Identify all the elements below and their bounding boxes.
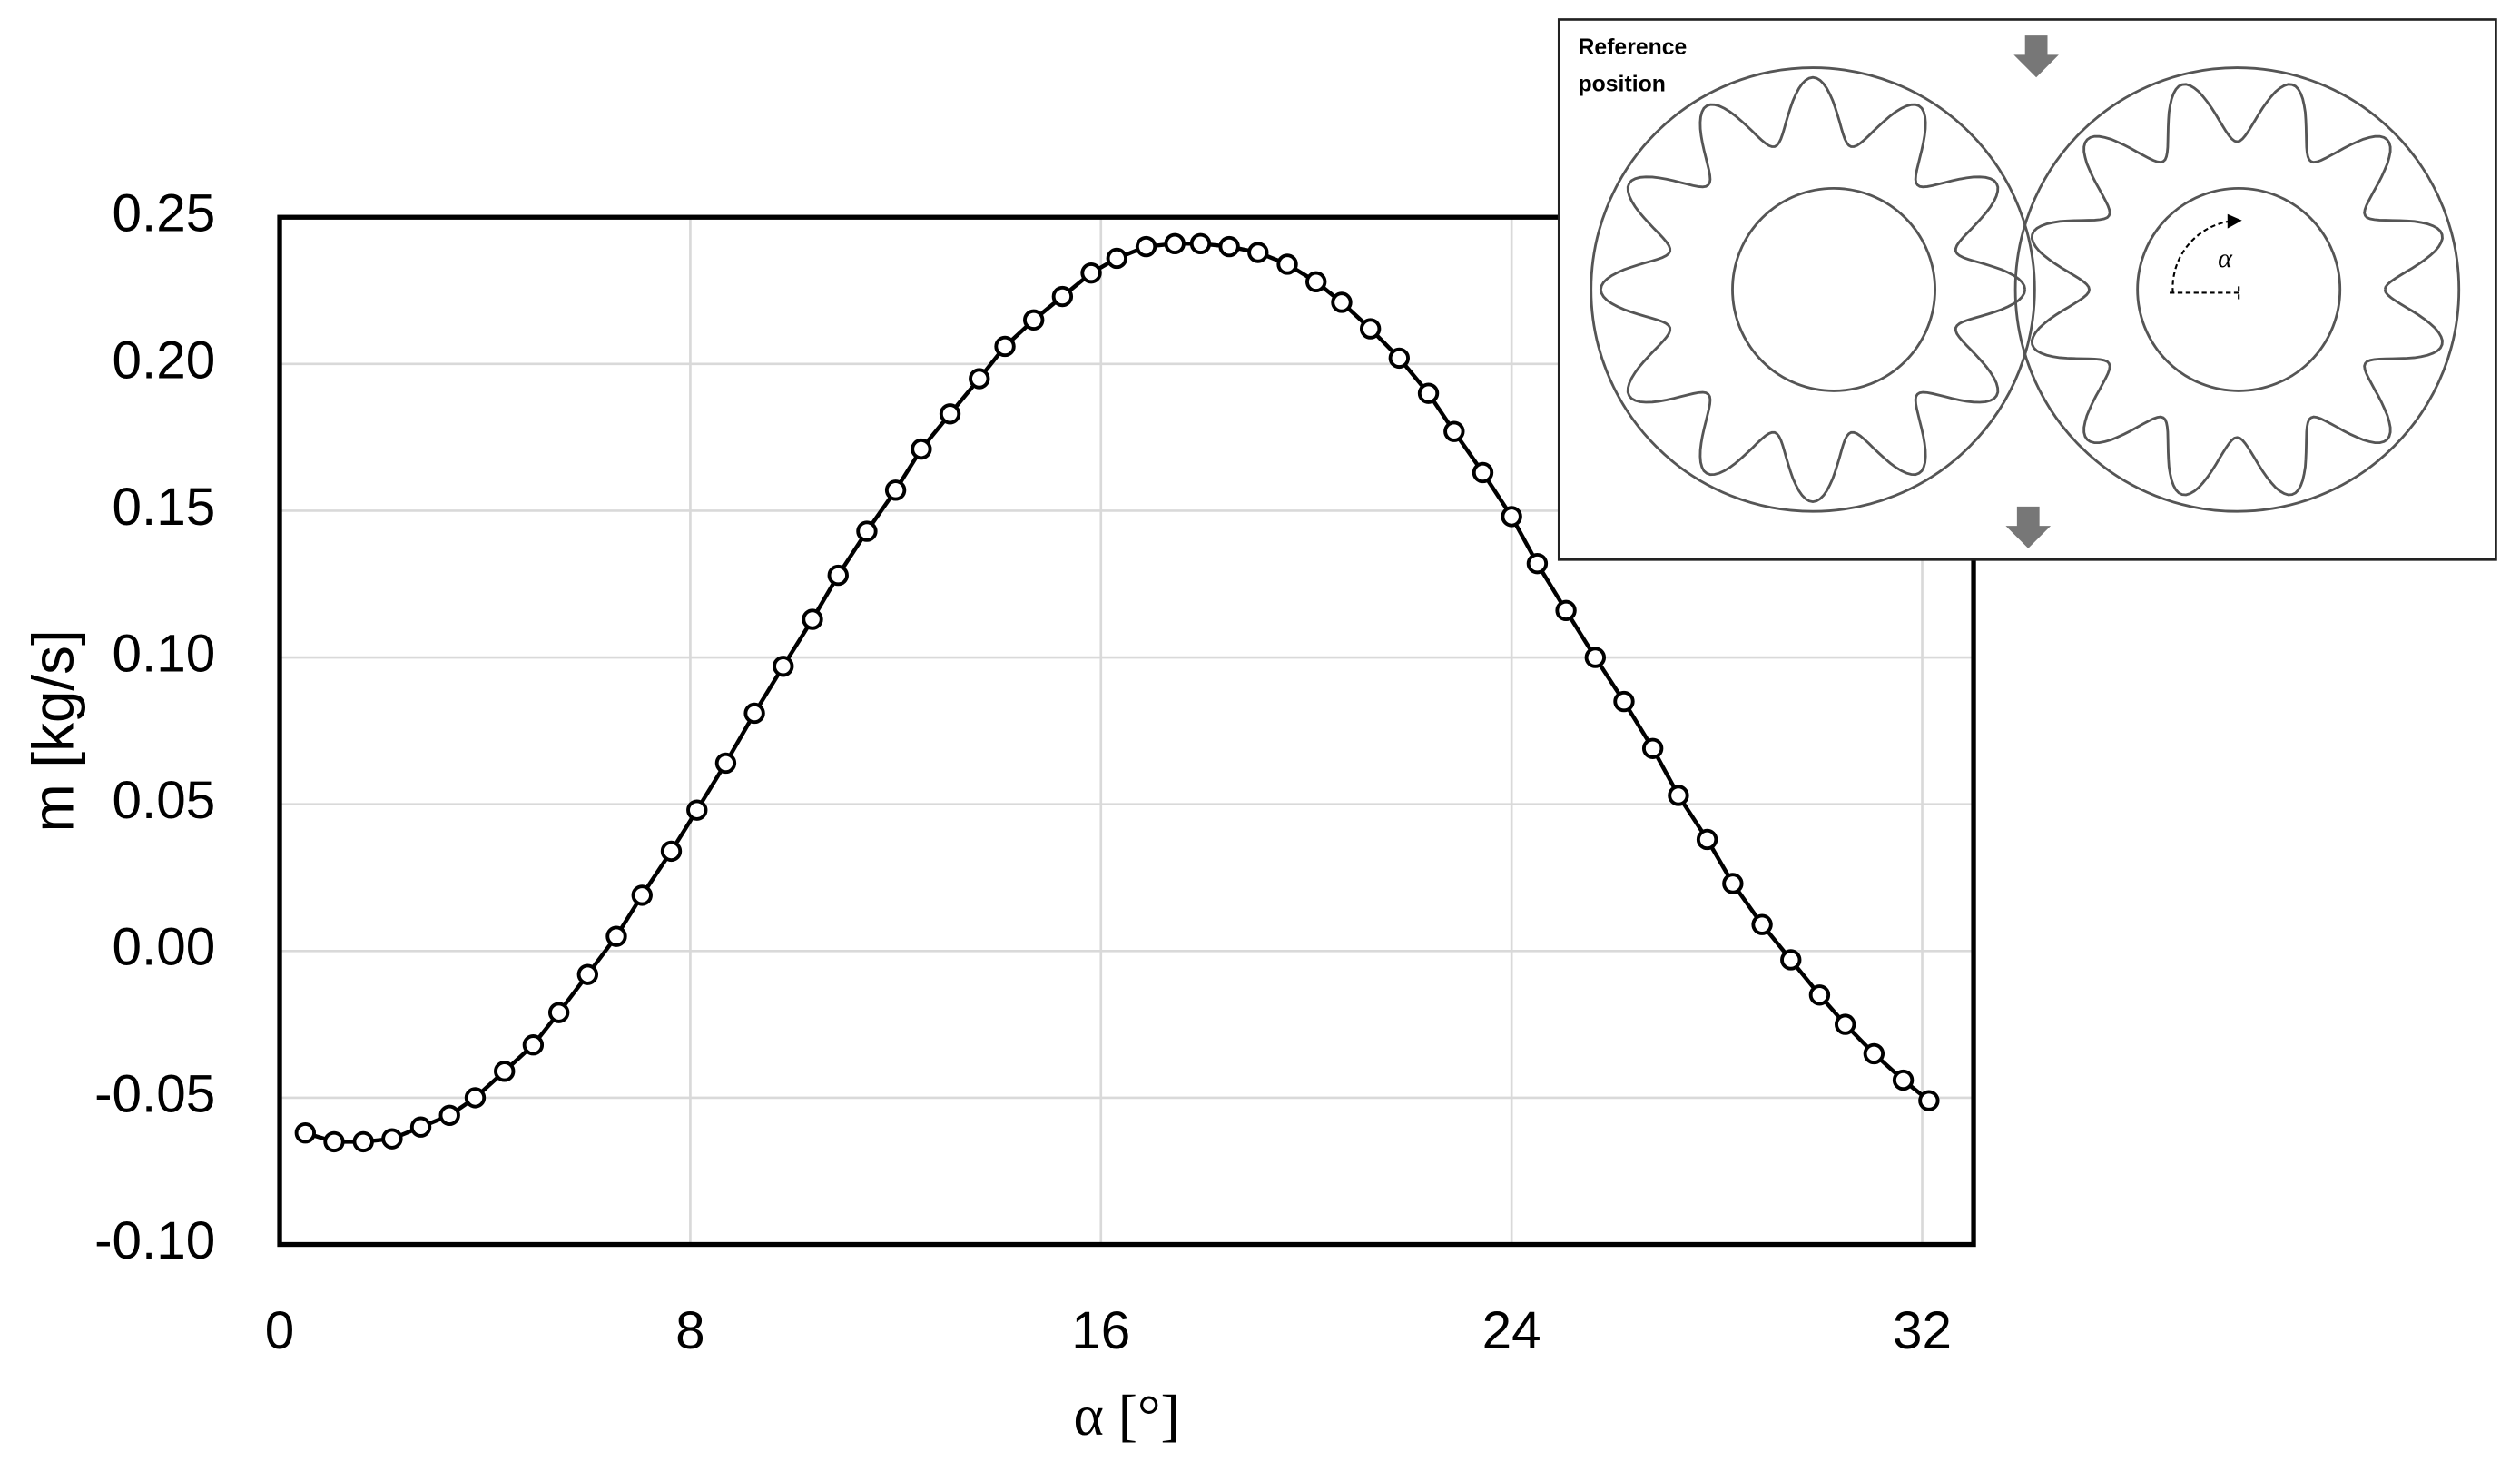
data-point [802,608,823,630]
gear-rotor [1599,75,2027,504]
data-point [576,963,599,985]
y-tick-label: 0.20 [113,331,216,390]
data-point [605,925,627,947]
data-point [994,335,1016,358]
data-point [1247,242,1269,263]
x-axis-label: α [°] [1073,1383,1179,1447]
data-point [1359,318,1382,340]
data-point [969,368,990,390]
y-tick-label: 0.25 [113,184,216,243]
plot: -0.10 -0.05 0.00 0.05 0.10 0.15 0.20 0.25 0 8 16 24… [21,184,1976,1447]
housing [1590,66,2036,513]
data-point [773,656,794,677]
data-point [1863,1042,1885,1065]
data-point [494,1061,516,1082]
data-point [1472,461,1494,484]
data-point [660,840,683,863]
angle-arrow [2227,213,2242,229]
data-point [1751,913,1773,935]
inset-diagram: Reference position α [1557,18,2497,561]
x-tick-label: 32 [1893,1301,1952,1360]
data-point [409,1116,432,1138]
data-point [1808,984,1831,1006]
inset-label: Reference [1579,35,1688,60]
data-point [827,564,849,587]
data-point [547,1002,570,1023]
data-point [323,1130,345,1153]
data-point [1641,737,1664,759]
data-point [1835,1013,1856,1035]
inset-label: position [1579,73,1666,97]
data-point [1892,1069,1915,1091]
data-point [1780,949,1802,971]
data-point [1443,420,1465,442]
y-axis-label: m [kg/s] [21,629,86,832]
data-point [1276,253,1298,275]
data-point [1051,285,1074,308]
y-tick-label: 0.00 [113,918,216,977]
x-tick-label: 8 [675,1301,704,1360]
data-point [911,438,932,460]
data-point [438,1104,460,1126]
data-point [1613,690,1635,713]
data-point [1526,552,1549,575]
plot-frame [277,214,1976,1248]
data-point [1106,247,1127,270]
data-point [1722,873,1744,894]
x-tick-label: 24 [1482,1301,1541,1360]
x-tick-label: 0 [265,1301,294,1360]
data-point [1584,647,1607,668]
data-point [352,1130,374,1153]
y-tick-label: 0.10 [113,625,216,684]
data-point [1501,506,1522,528]
data-point [856,520,878,542]
data-point [1023,309,1045,331]
y-tick-label: -0.05 [94,1064,215,1123]
data-point [1668,785,1689,806]
data-point [631,884,653,906]
data-point [686,799,708,821]
data-point [1918,1090,1940,1111]
data-point [1218,235,1240,258]
angle-label: α [2218,242,2233,273]
data-point [1417,382,1440,404]
data-point [294,1122,317,1144]
data-point [939,403,961,425]
data-point [1164,232,1186,255]
data-point [1331,291,1353,313]
y-tick-label: -0.10 [94,1211,215,1270]
data-point [522,1034,545,1056]
y-tick-label: 0.15 [113,478,216,537]
x-tick-label: 16 [1071,1301,1130,1360]
y-tick-label: 0.05 [113,771,216,830]
data-point [1305,271,1327,293]
outlet-arrow [2005,506,2052,548]
shaft [2136,186,2342,392]
inlet-arrow [2013,35,2059,78]
data-point [1555,599,1577,622]
housing [2013,66,2461,513]
data-point [464,1087,487,1109]
data-point [714,752,737,775]
data-point [1388,347,1410,370]
data-point [381,1128,403,1150]
data-point [743,702,765,725]
gear-rotor [2030,83,2444,497]
shaft [1731,186,1936,392]
data-point [1080,262,1102,284]
data-point [1135,235,1157,258]
data-point [1696,828,1718,851]
angle-marker [2170,219,2240,300]
data-point [1189,232,1212,255]
data-point [884,479,907,501]
